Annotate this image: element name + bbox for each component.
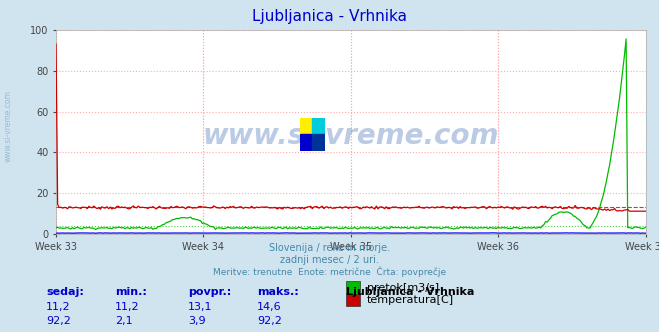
Text: min.:: min.: (115, 287, 147, 297)
Text: povpr.:: povpr.: (188, 287, 231, 297)
Text: Ljubljanica - Vrhnika: Ljubljanica - Vrhnika (252, 9, 407, 24)
Text: temperatura[C]: temperatura[C] (367, 295, 454, 305)
Text: 11,2: 11,2 (115, 302, 140, 312)
Text: 14,6: 14,6 (257, 302, 281, 312)
Text: 2,1: 2,1 (115, 316, 133, 326)
Text: Slovenija / reke in morje.: Slovenija / reke in morje. (269, 243, 390, 253)
Polygon shape (312, 134, 325, 151)
Text: maks.:: maks.: (257, 287, 299, 297)
Text: 92,2: 92,2 (46, 316, 71, 326)
Text: 3,9: 3,9 (188, 316, 206, 326)
Polygon shape (300, 134, 312, 151)
Text: Meritve: trenutne  Enote: metrične  Črta: povprečje: Meritve: trenutne Enote: metrične Črta: … (213, 267, 446, 278)
Text: Ljubljanica - Vrhnika: Ljubljanica - Vrhnika (346, 287, 474, 297)
Text: 13,1: 13,1 (188, 302, 212, 312)
Polygon shape (300, 118, 312, 134)
Text: zadnji mesec / 2 uri.: zadnji mesec / 2 uri. (280, 255, 379, 265)
Polygon shape (312, 118, 325, 134)
Text: 11,2: 11,2 (46, 302, 71, 312)
Text: www.si-vreme.com: www.si-vreme.com (203, 122, 499, 150)
Text: sedaj:: sedaj: (46, 287, 84, 297)
Text: www.si-vreme.com: www.si-vreme.com (3, 90, 13, 162)
Text: 92,2: 92,2 (257, 316, 282, 326)
Text: pretok[m3/s]: pretok[m3/s] (367, 283, 439, 292)
